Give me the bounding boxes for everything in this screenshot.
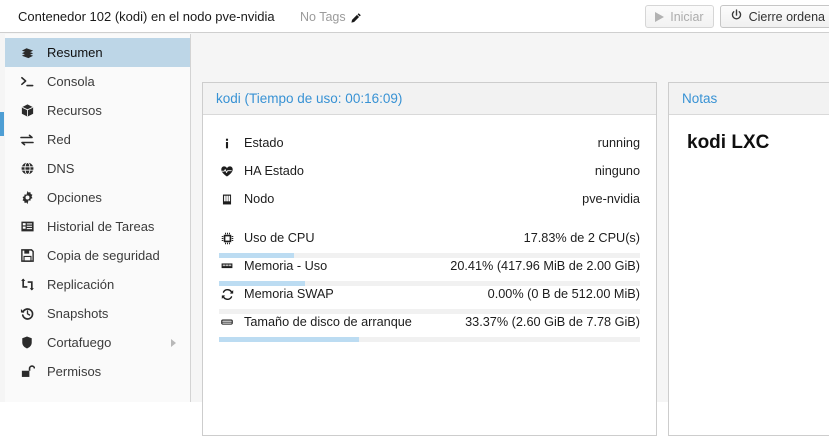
sidebar-item-label: Red: [47, 132, 71, 147]
memory-usage-meter: [219, 281, 640, 286]
sidebar-item-label: Recursos: [47, 103, 102, 118]
play-icon: [655, 11, 665, 22]
status-row-memoria-swap: Memoria SWAP 0.00% (0 B de 512.00 MiB): [219, 280, 640, 314]
replication-arrows-icon: [18, 277, 36, 292]
sidebar-item-dns[interactable]: DNS: [5, 154, 190, 183]
page-title: Contenedor 102 (kodi) en el nodo pve-nvi…: [18, 9, 275, 24]
sidebar-item-label: Replicación: [47, 277, 115, 292]
shutdown-button[interactable]: Cierre ordena: [719, 5, 829, 28]
status-row-label: Memoria SWAP: [244, 287, 334, 301]
status-panel-title: kodi (Tiempo de uso: 00:16:09): [203, 83, 656, 115]
notes-content: kodi LXC: [687, 132, 770, 153]
sidebar-item-cortafuego[interactable]: Cortafuego: [5, 328, 190, 357]
permissions-unlock-icon: [18, 364, 36, 379]
sidebar-item-red[interactable]: Red: [5, 125, 190, 154]
swap-refresh-icon: [219, 288, 235, 301]
status-row-label: Uso de CPU: [244, 231, 315, 245]
shutdown-button-label: Cierre ordena: [748, 9, 825, 24]
sidebar-item-label: Permisos: [47, 364, 102, 379]
firewall-shield-icon: [18, 335, 36, 350]
status-row-nodo: Nodo pve-nvidia: [219, 185, 640, 213]
status-row-label: Estado: [244, 136, 284, 150]
sidebar-item-label: Snapshots: [47, 306, 109, 321]
status-row-label: Nodo: [244, 192, 275, 206]
status-row-label: Tamaño de disco de arranque: [244, 315, 412, 329]
swap-usage-meter: [219, 309, 640, 314]
ha-heartbeat-icon: [219, 165, 235, 178]
sidebar-item-permisos[interactable]: Permisos: [5, 357, 190, 386]
notes-panel-title: Notas: [669, 83, 829, 115]
options-gear-icon: [18, 190, 36, 205]
sidebar-item-label: Historial de Tareas: [47, 219, 155, 234]
page-header: Contenedor 102 (kodi) en el nodo pve-nvi…: [0, 0, 829, 33]
status-row-value: 17.83% de 2 CPU(s): [523, 231, 640, 245]
sidebar-item-replicacion[interactable]: Replicación: [5, 270, 190, 299]
memory-usage-meter-fill: [219, 281, 305, 286]
info-icon: [219, 137, 235, 150]
status-row-value: 33.37% (2.60 GiB de 7.78 GiB): [465, 315, 640, 329]
status-row-memoria-uso: Memoria - Uso 20.41% (417.96 MiB de 2.00…: [219, 252, 640, 286]
sidebar-item-snapshots[interactable]: Snapshots: [5, 299, 190, 328]
rootfs-usage-meter-fill: [219, 337, 360, 342]
status-row-value: ninguno: [594, 164, 640, 178]
sidebar-item-opciones[interactable]: Opciones: [5, 183, 190, 212]
tags-area[interactable]: No Tags: [300, 10, 362, 24]
sidebar-item-label: Consola: [47, 74, 95, 89]
sidebar-item-historial-de-tareas[interactable]: Historial de Tareas: [5, 212, 190, 241]
status-row-label: HA Estado: [244, 164, 304, 178]
sidebar-item-recursos[interactable]: Recursos: [5, 96, 190, 125]
dns-globe-icon: [18, 161, 36, 176]
snapshot-history-icon: [18, 306, 36, 321]
rootfs-usage-meter: [219, 337, 640, 342]
sidebar: Resumen Consola Recursos: [5, 34, 191, 402]
content-area: kodi (Tiempo de uso: 00:16:09) Estado ru…: [192, 34, 829, 436]
sidebar-item-resumen[interactable]: Resumen: [5, 38, 190, 67]
power-icon: [730, 8, 743, 25]
sidebar-item-label: Copia de seguridad: [47, 248, 160, 263]
sidebar-item-label: Opciones: [47, 190, 102, 205]
status-row-value: pve-nvidia: [582, 192, 640, 206]
status-panel-body: Estado running HA Estado ninguno: [203, 115, 656, 342]
status-row-ha-estado: HA Estado ninguno: [219, 157, 640, 185]
status-row-value: running: [597, 136, 640, 150]
chevron-right-icon: [171, 338, 176, 347]
header-actions: Iniciar Cierre ordena: [645, 5, 829, 28]
task-history-list-icon: [18, 219, 36, 234]
sidebar-item-label: Resumen: [47, 45, 103, 60]
network-arrows-icon: [18, 132, 36, 148]
status-row-estado: Estado running: [219, 129, 640, 157]
sidebar-item-copia-de-seguridad[interactable]: Copia de seguridad: [5, 241, 190, 270]
console-prompt-icon: [18, 74, 36, 89]
backup-floppy-icon: [18, 248, 36, 263]
notes-panel-body[interactable]: kodi LXC: [669, 115, 829, 171]
sidebar-item-label: DNS: [47, 161, 75, 176]
status-row-label: Memoria - Uso: [244, 259, 328, 273]
summary-book-icon: [18, 45, 36, 60]
status-row-value: 20.41% (417.96 MiB de 2.00 GiB): [450, 259, 640, 273]
memory-ram-icon: [219, 260, 235, 272]
cpu-usage-meter-fill: [219, 253, 295, 258]
pencil-icon[interactable]: [350, 12, 362, 24]
row-spacer: [219, 213, 640, 224]
start-button[interactable]: Iniciar: [645, 5, 714, 28]
disk-hdd-icon: [219, 316, 235, 328]
sidebar-item-label: Cortafuego: [47, 335, 112, 350]
status-row-tamano-de-disco-de-arranque: Tamaño de disco de arranque 33.37% (2.60…: [219, 308, 640, 342]
start-button-label: Iniciar: [670, 9, 704, 24]
sidebar-item-consola[interactable]: Consola: [5, 67, 190, 96]
notes-panel: Notas kodi LXC: [668, 82, 829, 436]
status-panel: kodi (Tiempo de uso: 00:16:09) Estado ru…: [202, 82, 657, 436]
node-server-icon: [219, 193, 235, 206]
collapsed-panel-tab[interactable]: [0, 112, 4, 136]
tags-label: No Tags: [300, 10, 346, 24]
status-row-uso-de-cpu: Uso de CPU 17.83% de 2 CPU(s): [219, 224, 640, 258]
cpu-usage-meter: [219, 253, 640, 258]
resources-cube-icon: [18, 103, 36, 118]
cpu-chip-icon: [219, 232, 235, 245]
status-row-value: 0.00% (0 B de 512.00 MiB): [487, 287, 640, 301]
